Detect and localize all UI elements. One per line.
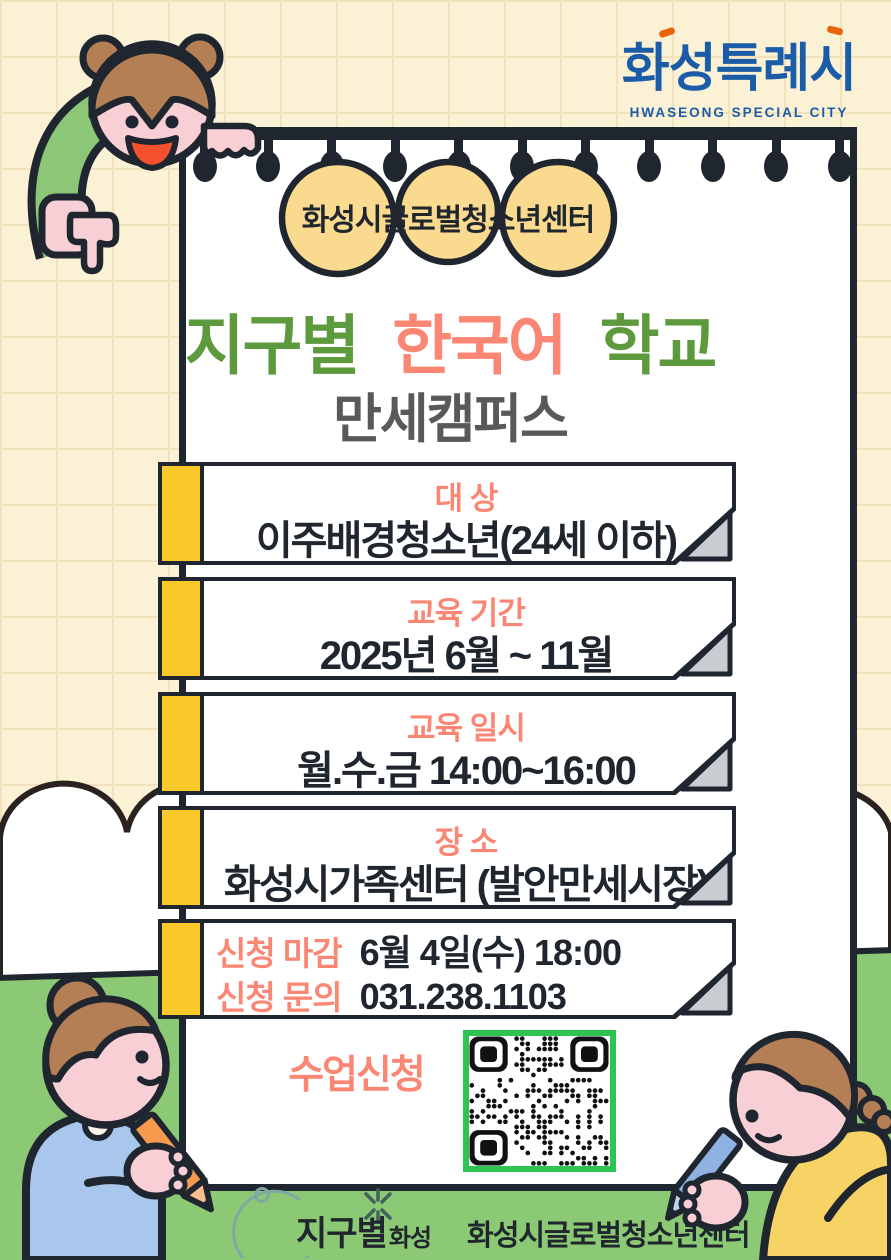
sparkle-icon	[364, 1188, 392, 1224]
binder-pin-icon	[827, 140, 852, 182]
info-box-location: 장 소 화성시가족센터 (발안만세시장)	[158, 806, 736, 909]
deadline-row: 신청 마감 6월 4일(수) 18:00	[216, 931, 724, 975]
deadline-value: 6월 4일(수) 18:00	[359, 932, 622, 973]
deadline-label: 신청 마감	[216, 935, 343, 972]
binder-pin-icon	[764, 140, 788, 182]
contact-row: 신청 문의 031.238.1103	[216, 975, 724, 1019]
woman-writing-character	[22, 975, 214, 1260]
binder-pin-icon	[446, 140, 471, 182]
info-box-label: 장 소	[434, 825, 499, 860]
title-word-school: 학교	[599, 309, 718, 382]
info-box-label: 교육 일시	[407, 711, 526, 746]
info-box-label: 대 상	[434, 481, 499, 516]
box-accent-strip	[162, 923, 204, 1015]
binder-pin-icon	[383, 140, 407, 182]
footer-brand: 지구별 화성 화성시글로벌청소년센터	[296, 1206, 751, 1255]
info-box-schedule: 교육 일시 월.수.금 14:00~16:00	[158, 692, 736, 795]
contact-value: 031.238.1103	[359, 975, 567, 1017]
qr-frame	[463, 1030, 616, 1172]
org-badge: 화성시글로벌청소년센터	[276, 155, 620, 279]
binder-pin-icon	[637, 140, 661, 182]
info-box-period: 교육 기간 2025년 6월 ~ 11월	[158, 577, 736, 680]
logo-accent-mark	[826, 25, 844, 36]
info-box-label: 교육 기간	[407, 596, 526, 631]
org-badge-label: 화성시글로벌청소년센터	[301, 204, 596, 237]
info-box-value: 화성시가족센터 (발안만세시장)	[223, 863, 710, 907]
class-application-qr-code	[469, 1036, 609, 1166]
poster-title: 지구별 한국어 학교	[120, 293, 780, 387]
info-box-value: 월.수.금 14:00~16:00	[297, 749, 637, 793]
page-fold-corner-icon	[672, 507, 736, 565]
badge-bubbles	[278, 158, 618, 278]
info-box-value: 2025년 6월 ~ 11월	[319, 634, 615, 678]
box-accent-strip	[162, 581, 204, 676]
contact-label: 신청 문의	[216, 978, 343, 1016]
footer-brand-sub: 화성	[388, 1225, 432, 1252]
box-accent-strip	[162, 810, 204, 905]
page-fold-corner-icon	[672, 851, 736, 909]
city-logo-text: 화성특례시	[601, 25, 877, 101]
binder-pin-icon	[319, 140, 344, 182]
box-accent-strip	[162, 696, 204, 791]
logo-accent-mark	[658, 26, 676, 39]
page-fold-corner-icon	[672, 961, 736, 1019]
info-box-value: 이주배경청소년(24세 이하)	[255, 519, 678, 563]
page-fold-corner-icon	[672, 737, 736, 795]
info-box-target: 대 상 이주배경청소년(24세 이하)	[158, 462, 736, 565]
footer-logo-orbit-icon	[232, 1187, 392, 1258]
girl-writing-character	[664, 1030, 891, 1260]
city-logo-subtext: HWASEONG SPECIAL CITY	[629, 105, 849, 120]
title-word-korean: 한국어	[392, 309, 567, 382]
box-accent-strip	[162, 466, 204, 561]
binder-pin-icon	[573, 140, 598, 182]
title-word-jigubyeol: 지구별	[184, 309, 360, 382]
binder-pin-icon	[256, 140, 280, 182]
page-fold-corner-icon	[672, 622, 736, 680]
binder-pin-icon	[510, 140, 534, 182]
binder-pin-icon	[700, 140, 725, 182]
footer-brand-main: 지구별	[296, 1215, 388, 1253]
apply-label: 수업신청	[288, 1054, 426, 1097]
girl-peeking-character	[27, 33, 262, 275]
deadline-box: 신청 마감 6월 4일(수) 18:00 신청 문의 031.238.1103	[158, 919, 736, 1019]
poster-subtitle: 만세캠퍼스	[333, 390, 569, 449]
city-logo: 화성특례시 HWASEONG SPECIAL CITY	[601, 25, 877, 120]
